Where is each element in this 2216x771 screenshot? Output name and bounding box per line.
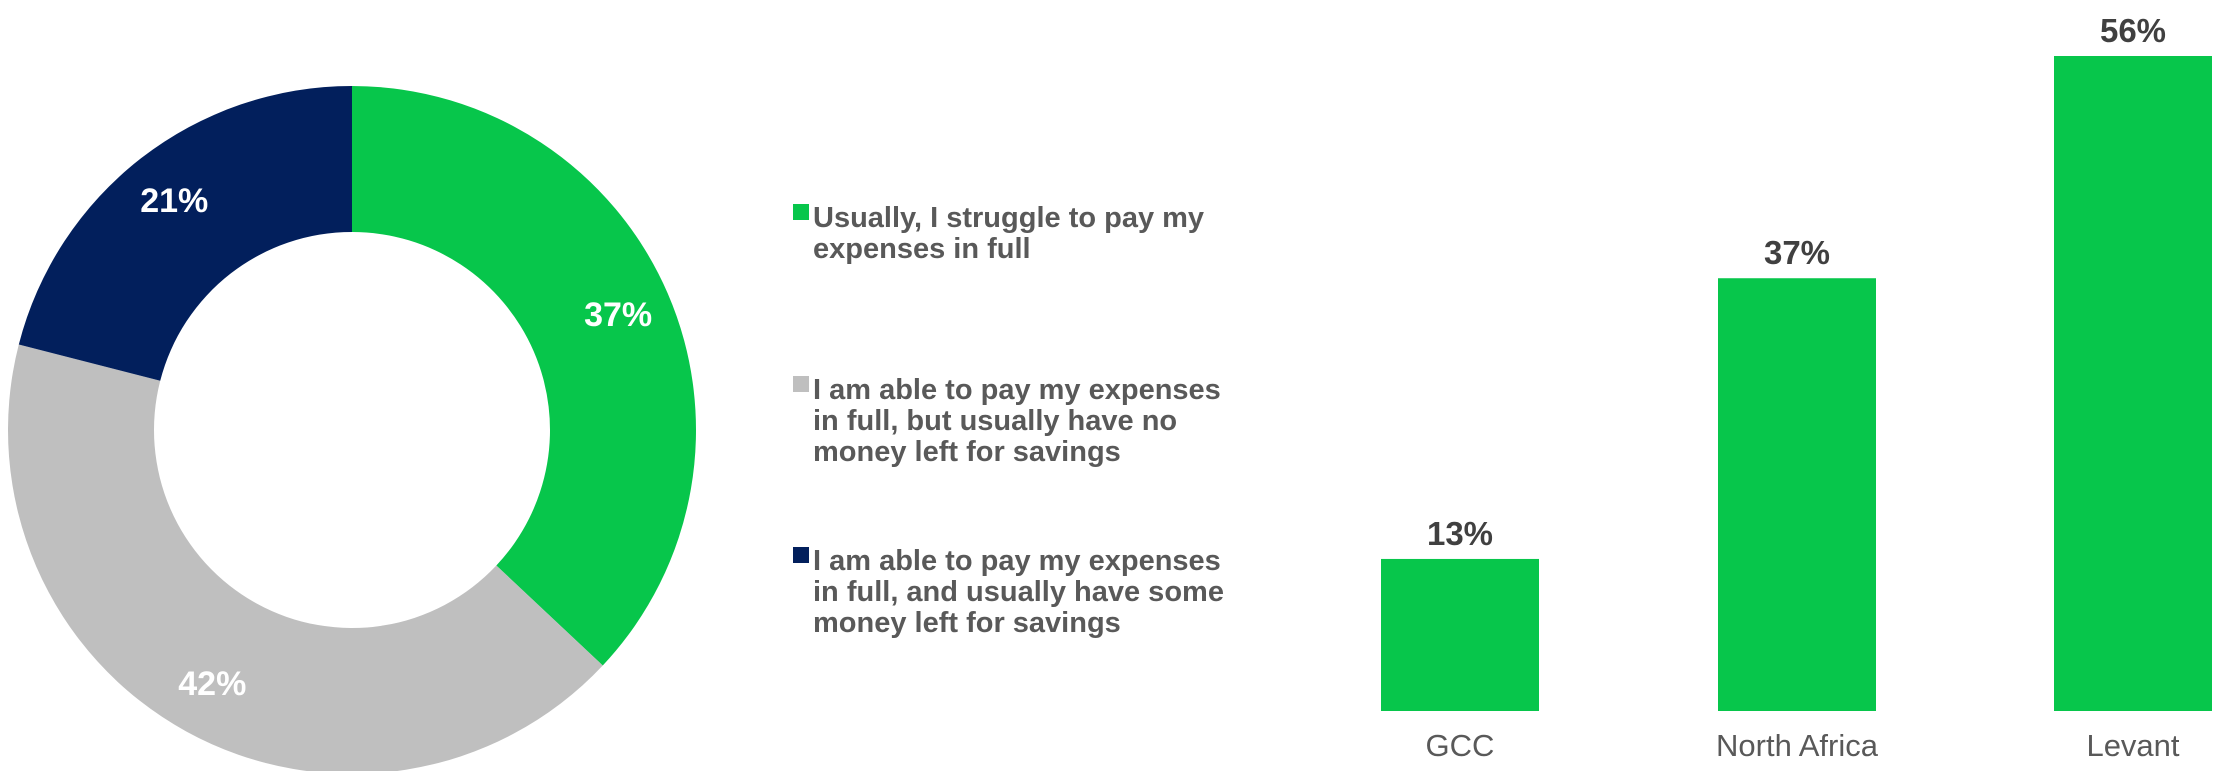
legend-item-text: in full, and usually have some — [813, 576, 1224, 608]
donut-slice-label: 42% — [178, 665, 246, 703]
legend-item-text: expenses in full — [813, 233, 1031, 265]
legend-item-text: I am able to pay my expenses — [813, 374, 1221, 406]
bar-category-label: North Africa — [1716, 728, 1879, 763]
legend-item-text: Usually, I struggle to pay my — [813, 202, 1204, 234]
bar-chart: 13% GCC 37% North Africa 56% Levant — [1381, 12, 2212, 763]
bar-category-label: GCC — [1426, 728, 1495, 763]
bar-north-africa — [1718, 278, 1876, 711]
legend-swatch — [793, 547, 809, 563]
legend-swatch — [793, 204, 809, 220]
donut-slice-21-percent — [18, 86, 352, 381]
bar-value-label: 37% — [1764, 234, 1830, 271]
donut-slice-label: 21% — [140, 182, 208, 220]
legend-swatch — [793, 376, 809, 392]
donut-slice-label: 37% — [584, 296, 652, 334]
legend-item-text: money left for savings — [813, 607, 1121, 639]
bar-category-label: Levant — [2086, 728, 2179, 763]
legend-item-text: in full, but usually have no — [813, 405, 1177, 437]
bar-levant — [2054, 56, 2212, 711]
legend-item-text: I am able to pay my expenses — [813, 545, 1221, 577]
bar-value-label: 56% — [2100, 12, 2166, 49]
bar-gcc — [1381, 558, 1539, 711]
donut-chart: 37% 42% 21% — [8, 86, 696, 771]
legend-item-text: money left for savings — [813, 436, 1121, 468]
donut-slice-42-percent — [8, 344, 603, 771]
bar-value-label: 13% — [1427, 515, 1493, 552]
donut-slice-37-percent — [352, 86, 696, 666]
